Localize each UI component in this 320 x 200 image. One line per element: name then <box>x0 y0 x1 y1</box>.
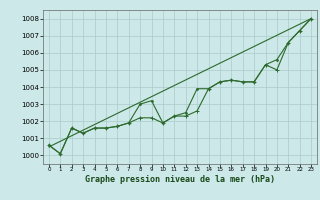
X-axis label: Graphe pression niveau de la mer (hPa): Graphe pression niveau de la mer (hPa) <box>85 175 275 184</box>
